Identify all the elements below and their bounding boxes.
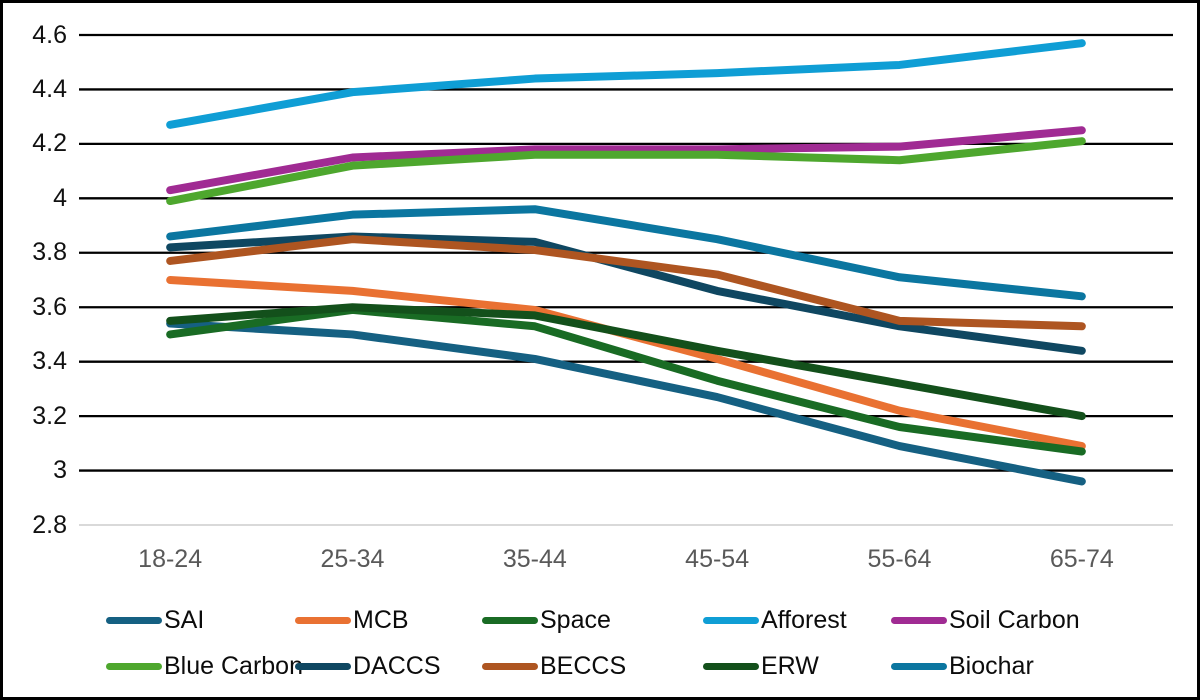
- legend-label: MCB: [353, 605, 409, 634]
- y-tick-label-3.4: 3.4: [32, 347, 67, 376]
- series-line-sai: [166, 319, 1086, 486]
- x-tick-label-65-74: 65-74: [1049, 545, 1114, 573]
- series-line-afforest: [166, 39, 1086, 129]
- legend-item-blue-carbon: Blue Carbon: [106, 652, 303, 680]
- series-line-beccs: [166, 235, 1086, 331]
- legend-label: Biochar: [949, 651, 1034, 680]
- y-tick-label-3.2: 3.2: [32, 401, 67, 430]
- x-tick-label-25-34: 25-34: [320, 545, 385, 573]
- legend-item-space: Space: [482, 606, 611, 634]
- legend-label: Blue Carbon: [164, 651, 303, 680]
- series-line-soil-carbon: [166, 126, 1086, 195]
- y-tick-label-3.8: 3.8: [32, 238, 67, 267]
- legend-line-swatch-mcb: [295, 616, 351, 624]
- series-line-biochar: [166, 205, 1086, 301]
- legend-line-swatch-sai: [106, 616, 162, 624]
- legend-line-swatch-daccs: [295, 662, 351, 670]
- y-tick-label-3.6: 3.6: [32, 292, 67, 321]
- legend-item-mcb: MCB: [295, 606, 409, 634]
- legend-line-swatch-biochar: [891, 662, 947, 670]
- legend-line-swatch-beccs: [482, 662, 538, 670]
- x-tick-label-55-64: 55-64: [867, 545, 932, 573]
- legend-line-swatch-blue-carbon: [106, 662, 162, 670]
- legend-label: Soil Carbon: [949, 605, 1080, 634]
- legend-item-daccs: DACCS: [295, 652, 441, 680]
- legend-item-erw: ERW: [703, 652, 819, 680]
- legend-item-sai: SAI: [106, 606, 204, 634]
- legend-line-swatch-soil-carbon: [891, 616, 947, 624]
- series-line-blue-carbon: [166, 137, 1086, 206]
- legend-label: Space: [540, 605, 611, 634]
- series-line-mcb: [166, 276, 1086, 451]
- legend-label: SAI: [164, 605, 205, 634]
- y-tick-label-3: 3: [53, 456, 67, 485]
- legend-line-swatch-space: [482, 616, 538, 624]
- legend-line-swatch-erw: [703, 662, 759, 670]
- y-tick-label-4.2: 4.2: [32, 129, 67, 158]
- series-line-daccs: [166, 232, 1086, 355]
- legend-item-biochar: Biochar: [891, 652, 1034, 680]
- legend-label: ERW: [761, 651, 819, 680]
- y-tick-label-4.6: 4.6: [32, 20, 67, 49]
- y-tick-label-2.8: 2.8: [32, 510, 67, 539]
- legend-label: DACCS: [353, 651, 441, 680]
- x-tick-label-18-24: 18-24: [138, 545, 203, 573]
- legend-line-swatch-afforest: [703, 616, 759, 624]
- x-tick-label-35-44: 35-44: [502, 545, 567, 573]
- legend-item-afforest: Afforest: [703, 606, 847, 634]
- series-line-space: [166, 305, 1086, 456]
- legend-item-soil-carbon: Soil Carbon: [891, 606, 1080, 634]
- x-tick-label-45-54: 45-54: [685, 545, 750, 573]
- y-tick-label-4.4: 4.4: [32, 74, 67, 103]
- plot-area: [79, 33, 1173, 526]
- legend-label: Afforest: [761, 605, 847, 634]
- y-tick-label-4: 4: [53, 183, 67, 212]
- legend-label: BECCS: [540, 651, 627, 680]
- series-line-erw: [166, 303, 1086, 421]
- legend-item-beccs: BECCS: [482, 652, 626, 680]
